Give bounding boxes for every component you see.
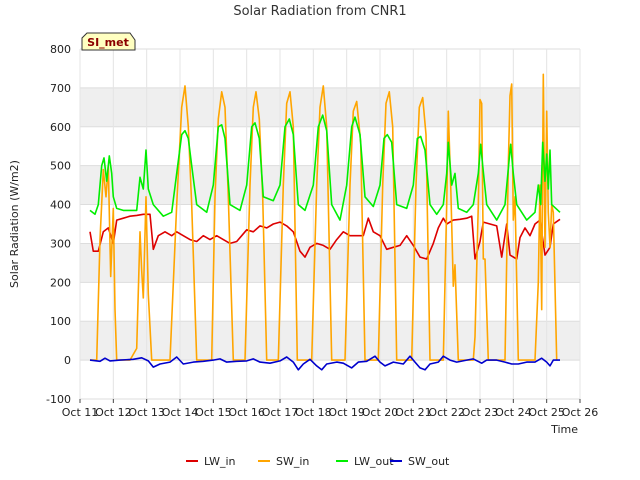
y-tick-label: 100 [50,315,71,328]
x-tick-label: Oct 13 [128,406,165,419]
x-tick-label: Oct 26 [562,406,599,419]
y-tick-label: 500 [50,160,71,173]
x-tick-label: Oct 17 [262,406,299,419]
series-line-lw-in [89,213,561,260]
y-tick-label: 400 [50,199,71,212]
site-label: SI_met [87,36,129,49]
grid-band [80,321,580,361]
legend-label: SW_out [408,455,450,468]
legend-label: LW_in [204,455,236,468]
x-tick-label: Oct 25 [528,406,565,419]
site-label-frame [81,32,136,51]
x-tick-label: Oct 20 [362,406,399,419]
series-line-sw-out [89,355,560,371]
x-tick-label: Oct 15 [195,406,232,419]
y-tick-label: 600 [50,121,71,134]
legend-label: SW_in [276,455,309,468]
x-tick-label: Oct 11 [62,406,99,419]
y-axis-label: Solar Radiation (W/m2) [8,160,21,288]
legend-label: LW_out [354,455,394,468]
x-tick-label: Oct 23 [462,406,499,419]
y-tick-label: 300 [50,237,71,250]
series-line-lw-out [89,114,561,221]
x-tick-label: Oct 12 [95,406,132,419]
x-tick-label: Oct 16 [228,406,265,419]
gridlines [79,48,581,400]
x-tick-label: Oct 18 [295,406,332,419]
x-tick-label: Oct 22 [428,406,465,419]
x-tick-label: Oct 24 [495,406,532,419]
x-tick-label: Oct 19 [328,406,365,419]
chart-title: Solar Radiation from CNR1 [233,4,406,19]
site-label-box: SI_met [81,32,136,51]
y-tick-label: 200 [50,276,71,289]
y-tick-label: -100 [46,393,71,406]
y-tick-label: 0 [64,354,71,367]
legend: LW_in SW_in LW_out SW_out [186,455,450,468]
grid-band [80,87,580,127]
x-axis-label: Time [550,423,578,436]
x-tick-label: Oct 14 [162,406,199,419]
y-tick-label: 700 [50,82,71,95]
x-tick-label: Oct 21 [395,406,432,419]
y-axis-ticks: -100 0 100 200 300 400 500 600 700 800 [46,43,71,406]
y-tick-label: 800 [50,43,71,56]
plot-lines [89,73,561,371]
